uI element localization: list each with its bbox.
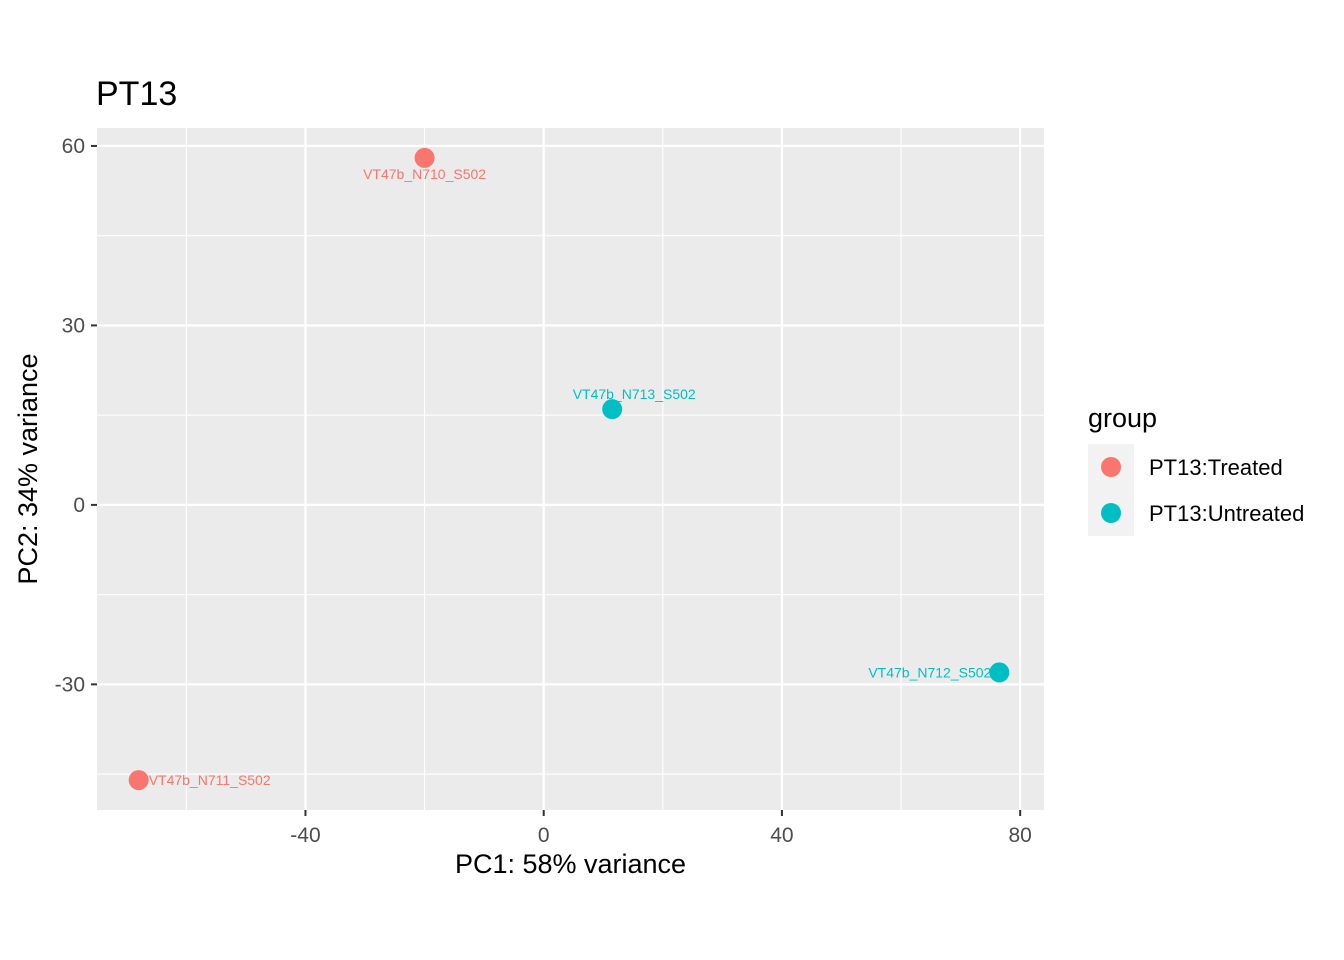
point-label: VT47b_N711_S502 <box>149 772 271 788</box>
point-label: VT47b_N710_S502 <box>363 166 486 182</box>
point-labels: VT47b_N710_S502 VT47b_N713_S502 VT47b_N712… <box>149 166 992 788</box>
legend-label: PT13:Untreated <box>1149 501 1304 526</box>
legend-entries: PT13:Treated PT13:Untreated <box>1101 455 1304 526</box>
legend-label: PT13:Treated <box>1149 455 1283 480</box>
data-point <box>414 147 435 168</box>
x-tick-label: 80 <box>1008 824 1031 847</box>
plot-panel <box>97 128 1044 810</box>
data-points <box>128 147 1010 791</box>
data-point <box>602 399 623 420</box>
y-tick-label: -30 <box>55 673 85 696</box>
point-label: VT47b_N713_S502 <box>573 386 696 402</box>
x-axis-ticks: -40 0 40 80 <box>290 810 1032 847</box>
x-tick-label: 0 <box>538 824 550 847</box>
major-gridlines <box>97 128 1044 810</box>
x-tick-label: -40 <box>290 824 320 847</box>
y-tick-label: 0 <box>73 494 85 517</box>
legend: group PT13:Treated PT13:Untreated <box>1088 403 1304 536</box>
data-point <box>128 770 149 791</box>
legend-key <box>1101 457 1121 477</box>
data-point <box>989 662 1010 683</box>
legend-title: group <box>1088 403 1157 433</box>
minor-gridlines <box>97 128 1044 810</box>
x-tick-label: 40 <box>770 824 793 847</box>
y-axis-ticks: -30 0 30 60 <box>55 135 97 696</box>
x-axis-label: PC1: 58% variance <box>455 849 686 879</box>
chart-title: PT13 <box>96 75 177 113</box>
y-tick-label: 60 <box>62 135 85 158</box>
y-tick-label: 30 <box>62 314 85 337</box>
point-label: VT47b_N712_S502 <box>868 664 991 680</box>
legend-key <box>1101 503 1121 523</box>
y-axis-label: PC2: 34% variance <box>13 353 43 584</box>
